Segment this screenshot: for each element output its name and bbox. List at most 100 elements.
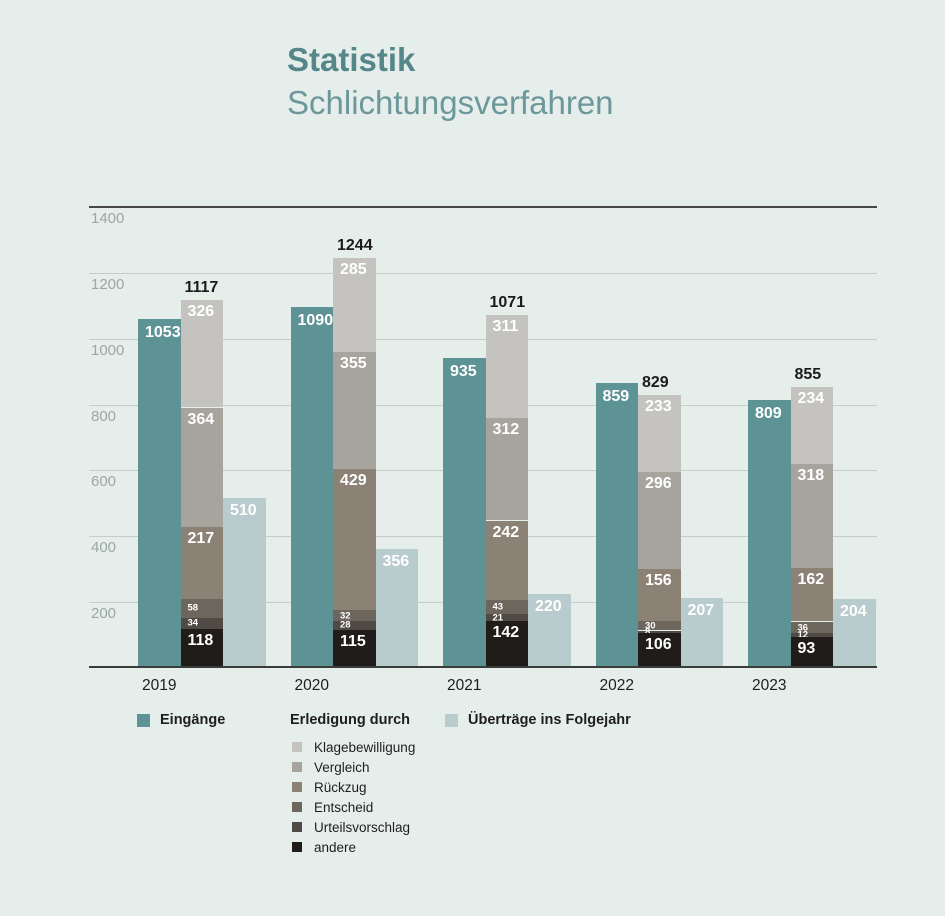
segment-urteilsvorschlag-2023-value: 12 (797, 629, 809, 641)
segment-andere-2020-value: 115 (340, 633, 366, 651)
legend-item-urteilsvorschlag-label: Urteilsvorschlag (314, 819, 411, 835)
y-axis-label-800: 800 (91, 407, 117, 425)
stack-total-2020: 1244 (337, 237, 373, 255)
segment-andere-2021-value: 142 (492, 624, 520, 642)
segment-urteilsvorschlag-2021: 21 (485, 612, 528, 624)
y-axis-label-1200: 1200 (91, 275, 125, 293)
segment-klagebewilligung-2022-value: 233 (645, 398, 672, 415)
segment-klagebewilligung-2023: 234 (790, 386, 833, 464)
bar-uebertraege-2019: 510 (223, 498, 266, 666)
bar-eingaenge-2019: 1053 (138, 319, 181, 666)
legend-item-rueckzug: Rückzug (290, 777, 415, 797)
stack-total-2019: 1117 (184, 279, 219, 297)
x-axis-category-2021: 2021 (447, 677, 482, 694)
legend-entry-uebertraege: Überträge ins Folgejahr (445, 712, 631, 728)
stack-total-2021: 1071 (489, 294, 526, 312)
segment-entscheid-2021-value: 43 (492, 601, 504, 613)
segment-urteilsvorschlag-2020-value: 28 (340, 619, 351, 631)
y-axis-label-1400: 1400 (91, 210, 125, 227)
segment-vergleich-2022: 296 (638, 471, 681, 570)
segment-entscheid-2021: 43 (485, 600, 528, 615)
bar-uebertraege-2021: 220 (528, 593, 571, 666)
bar-uebertraege-2020-value: 356 (382, 552, 410, 570)
bar-eingaenge-2020: 1090 (290, 307, 334, 666)
bar-eingaenge-2019-value: 1053 (145, 324, 181, 342)
segment-andere-2019: 118 (180, 629, 223, 668)
x-axis-category-2022: 2022 (599, 677, 635, 694)
segment-rueckzug-2022: 156 (638, 569, 681, 621)
legend-item-vergleich: Vergleich (290, 757, 415, 777)
legend-entry-eingaenge: Eingänge (137, 712, 225, 728)
legend-uebertraege-swatch (445, 713, 458, 727)
y-axis-label-1000: 1000 (91, 341, 125, 359)
legend-swatch-klagebewilligung (292, 742, 302, 752)
segment-urteilsvorschlag-2021-value: 21 (492, 612, 504, 624)
legend-item-andere-label: andere (314, 839, 357, 855)
x-axis-category-2020: 2020 (294, 677, 330, 694)
segment-rueckzug-2021: 242 (485, 520, 528, 601)
segment-vergleich-2021-value: 312 (492, 420, 520, 438)
bar-eingaenge-2021: 935 (443, 358, 486, 666)
segment-vergleich-2020-value: 355 (340, 355, 367, 373)
segment-entscheid-2020-value: 32 (340, 610, 351, 622)
segment-rueckzug-2023: 162 (790, 568, 833, 622)
segment-vergleich-2019: 364 (180, 407, 223, 528)
segment-andere-2023: 93 (790, 637, 833, 668)
legend-swatch-rueckzug (292, 782, 302, 792)
segment-andere-2021: 142 (485, 621, 528, 668)
segment-entscheid-2019-value: 58 (187, 602, 199, 614)
segment-vergleich-2022-value: 296 (645, 474, 672, 492)
legend-swatch-urteilsvorschlag (292, 822, 302, 832)
gridline-1200 (89, 272, 877, 274)
legend-swatch-entscheid (292, 802, 302, 812)
segment-urteilsvorschlag-2022: 8 (638, 627, 681, 637)
segment-rueckzug-2019-value: 217 (187, 530, 215, 548)
segment-vergleich-2023: 318 (790, 463, 833, 569)
segment-andere-2019-value: 118 (187, 632, 214, 650)
legend-item-vergleich-label: Vergleich (314, 759, 370, 775)
bar-eingaenge-2021-value: 935 (450, 363, 477, 381)
legend-item-klagebewilligung-label: Klagebewilligung (314, 739, 416, 755)
bar-eingaenge-2023: 809 (748, 399, 791, 666)
segment-entscheid-2022: 30 (638, 620, 681, 632)
segment-rueckzug-2019: 217 (180, 527, 223, 599)
segment-urteilsvorschlag-2020: 28 (333, 621, 376, 630)
legend-item-rueckzug-label: Rückzug (314, 779, 367, 795)
bar-eingaenge-2020-value: 1090 (297, 312, 334, 330)
segment-vergleich-2019-value: 364 (187, 410, 215, 428)
segment-andere-2020: 115 (333, 630, 376, 668)
segment-klagebewilligung-2022: 233 (638, 395, 681, 472)
bar-uebertraege-2023-value: 204 (840, 602, 867, 620)
bar-eingaenge-2022-value: 859 (602, 388, 630, 406)
segment-klagebewilligung-2019: 326 (180, 300, 223, 408)
legend-erledigung-items: Klagebewilligung Vergleich Rückzug Entschei… (290, 737, 415, 857)
segment-klagebewilligung-2023-value: 234 (797, 389, 825, 407)
segment-rueckzug-2020-value: 429 (340, 472, 367, 490)
bar-uebertraege-2021-value: 220 (535, 597, 562, 615)
bar-eingaenge-2022: 859 (595, 383, 638, 666)
segment-entscheid-2020: 32 (333, 610, 376, 621)
segment-vergleich-2021: 312 (485, 417, 528, 521)
gridline-1000 (89, 338, 877, 340)
bar-uebertraege-2020: 356 (375, 548, 418, 666)
legend-item-entscheid-label: Entscheid (314, 799, 374, 815)
segment-urteilsvorschlag-2022-value: 8 (645, 626, 651, 638)
y-axis-label-400: 400 (91, 539, 117, 557)
segment-entscheid-2022-value: 30 (645, 620, 656, 632)
segment-klagebewilligung-2021-value: 311 (492, 318, 519, 336)
segment-andere-2022: 106 (638, 633, 681, 668)
bar-uebertraege-2023: 204 (833, 598, 876, 666)
legend-item-andere: andere (290, 837, 415, 857)
title-line-2: Schlichtungsverfahren (287, 84, 614, 121)
bar-uebertraege-2022-value: 207 (687, 601, 715, 619)
legend-eingaenge-label: Eingänge (160, 712, 226, 728)
x-axis-category-2019: 2019 (142, 677, 177, 694)
segment-klagebewilligung-2020: 285 (333, 258, 376, 353)
bar-uebertraege-2019-value: 510 (230, 502, 257, 520)
y-axis-label-200: 200 (91, 605, 117, 623)
legend-erledigung-label: Erledigung durch (290, 712, 411, 728)
segment-urteilsvorschlag-2019-value: 34 (187, 617, 199, 629)
segment-vergleich-2023-value: 318 (797, 466, 825, 484)
segment-rueckzug-2020: 429 (333, 469, 376, 611)
